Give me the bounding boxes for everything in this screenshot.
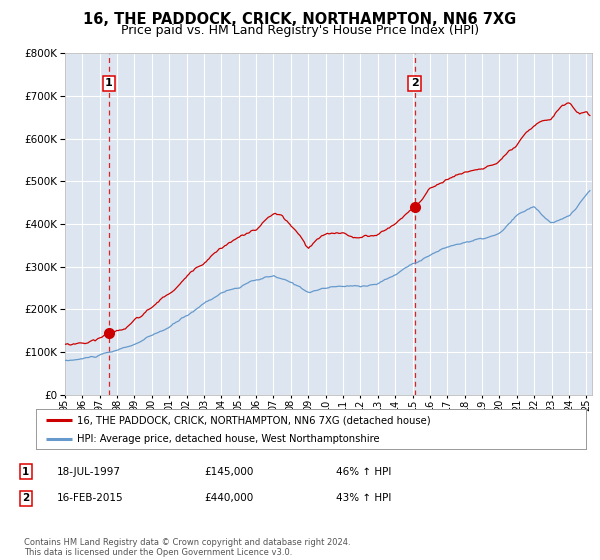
Text: 18-JUL-1997: 18-JUL-1997 [57, 466, 121, 477]
Text: HPI: Average price, detached house, West Northamptonshire: HPI: Average price, detached house, West… [77, 435, 380, 445]
Text: £440,000: £440,000 [204, 493, 253, 503]
Text: Price paid vs. HM Land Registry's House Price Index (HPI): Price paid vs. HM Land Registry's House … [121, 24, 479, 36]
Text: 1: 1 [105, 78, 113, 88]
Text: 16-FEB-2015: 16-FEB-2015 [57, 493, 124, 503]
Text: 2: 2 [411, 78, 418, 88]
Text: 16, THE PADDOCK, CRICK, NORTHAMPTON, NN6 7XG (detached house): 16, THE PADDOCK, CRICK, NORTHAMPTON, NN6… [77, 415, 431, 425]
Text: 1: 1 [22, 466, 29, 477]
Text: 46% ↑ HPI: 46% ↑ HPI [336, 466, 391, 477]
Text: 43% ↑ HPI: 43% ↑ HPI [336, 493, 391, 503]
Text: £145,000: £145,000 [204, 466, 253, 477]
Text: 16, THE PADDOCK, CRICK, NORTHAMPTON, NN6 7XG: 16, THE PADDOCK, CRICK, NORTHAMPTON, NN6… [83, 12, 517, 27]
Text: 2: 2 [22, 493, 29, 503]
Text: Contains HM Land Registry data © Crown copyright and database right 2024.
This d: Contains HM Land Registry data © Crown c… [24, 538, 350, 557]
